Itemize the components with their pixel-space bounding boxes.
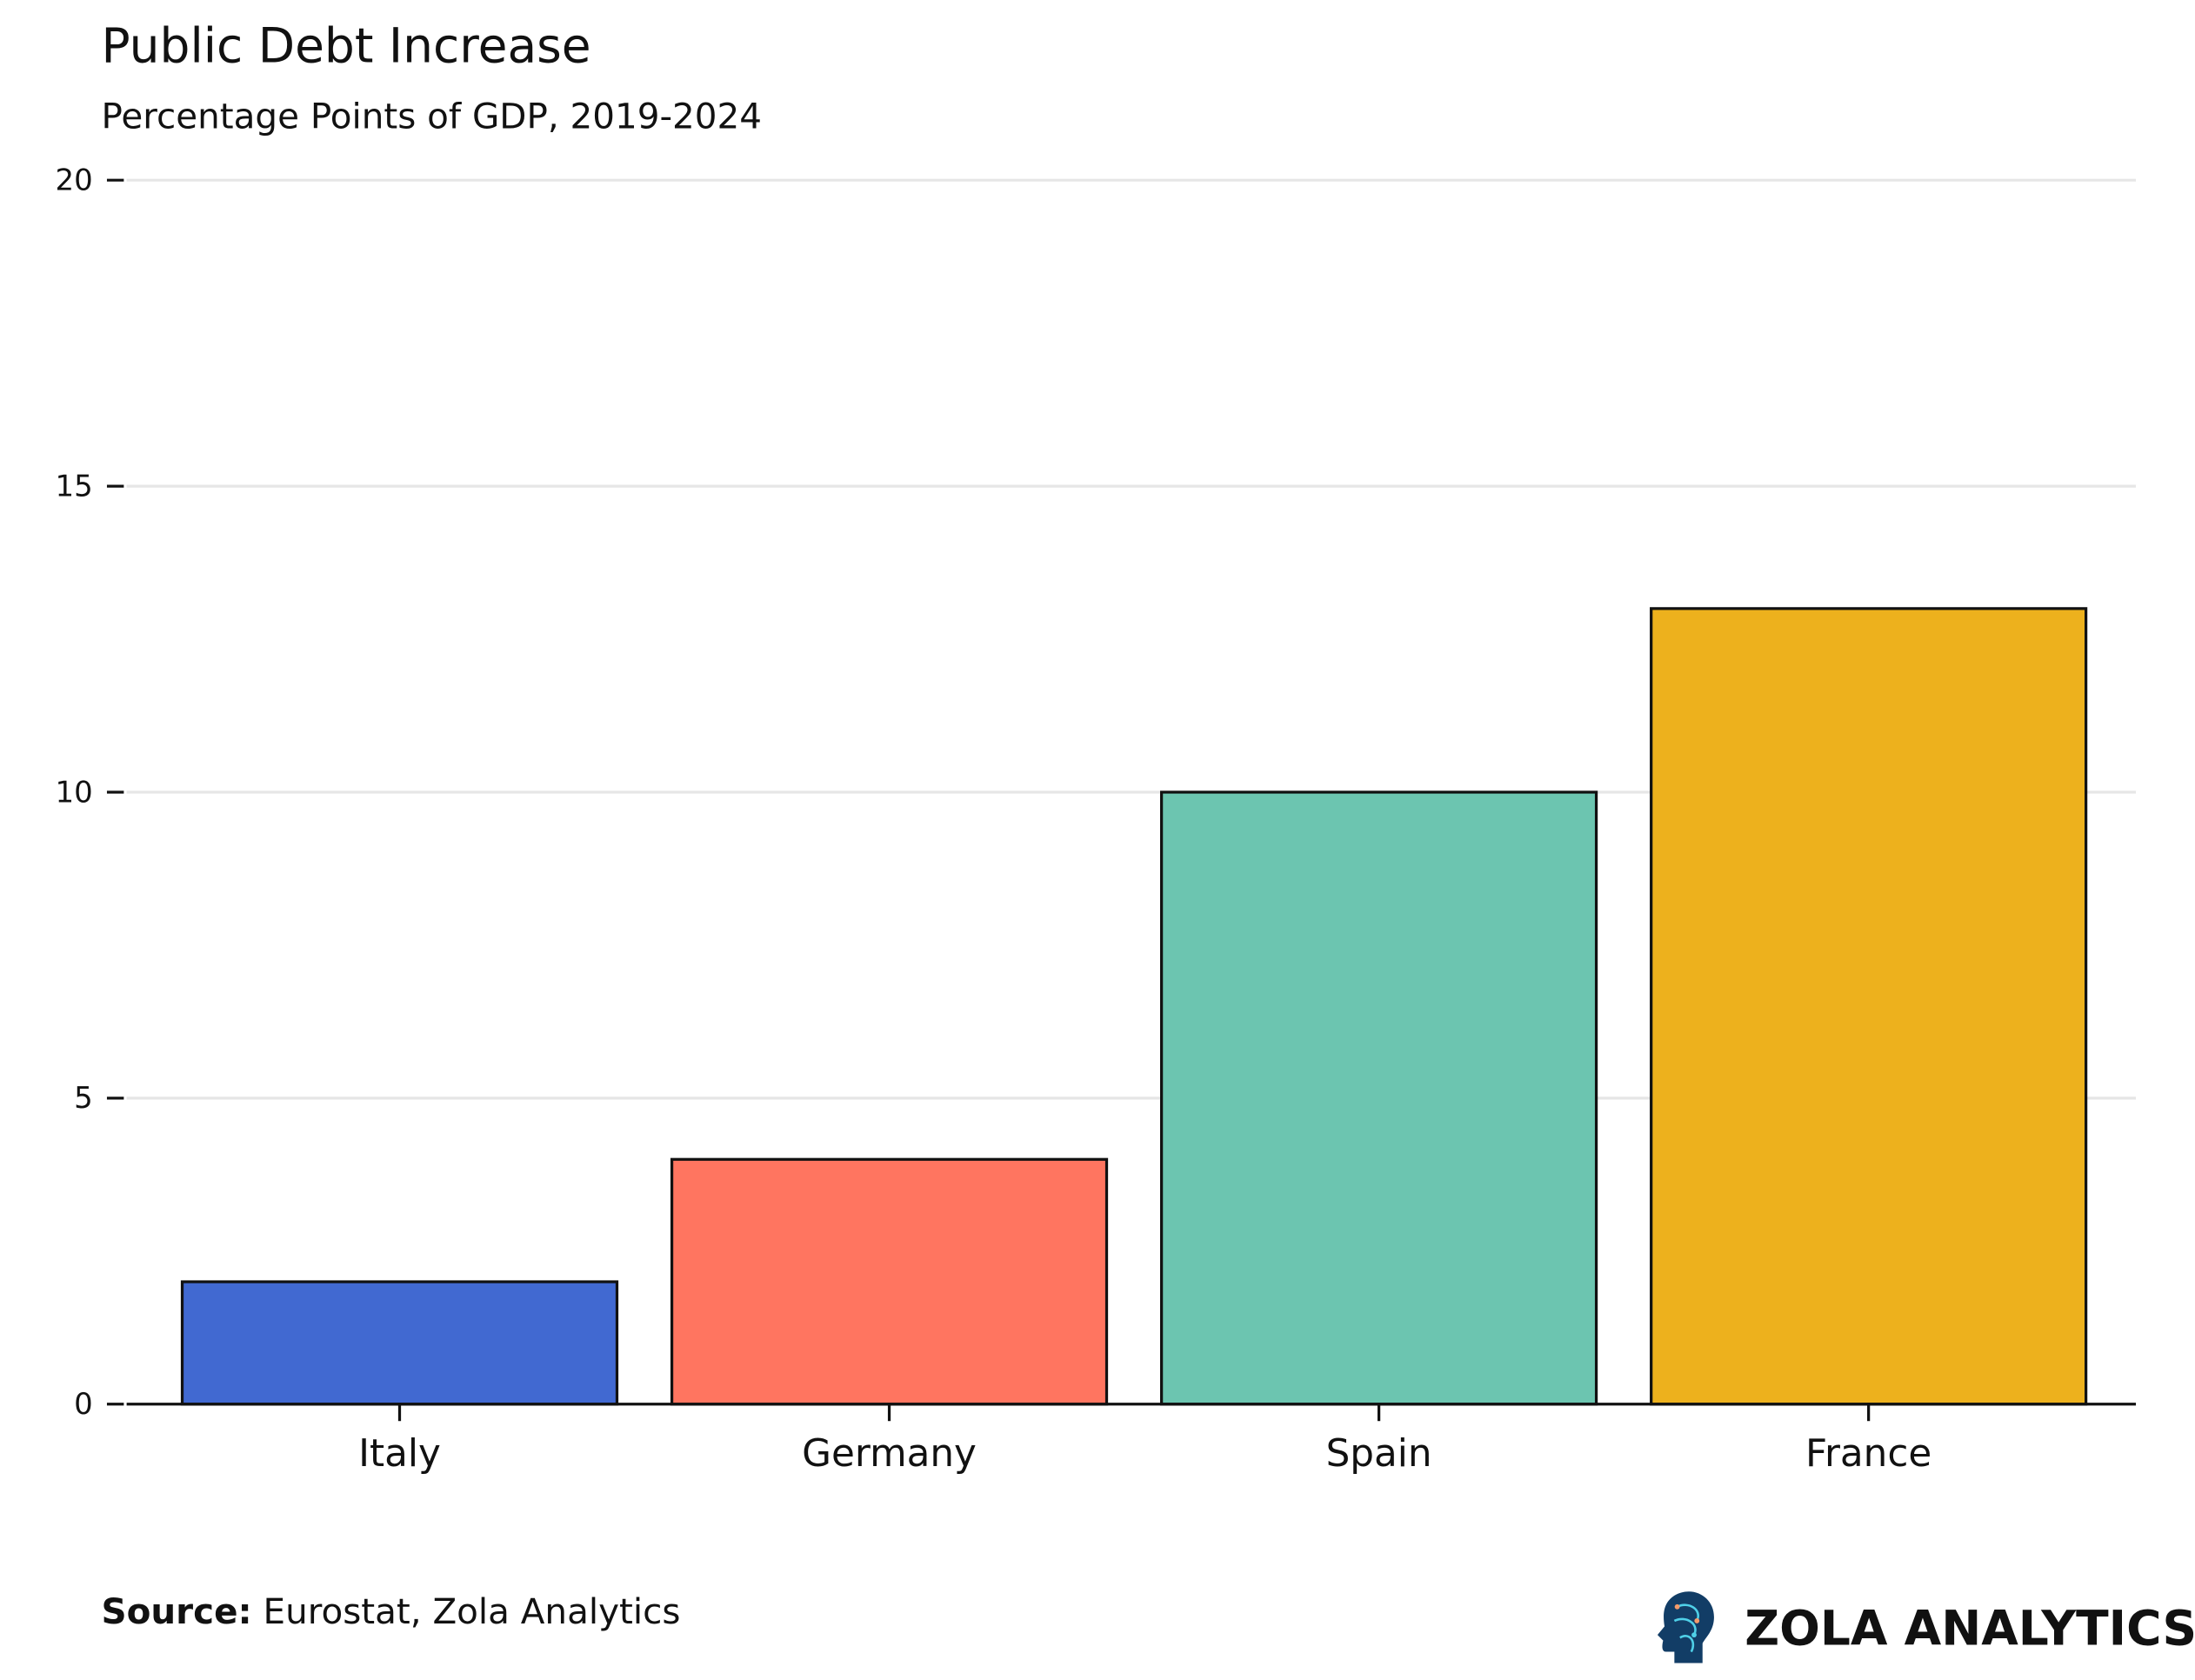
bar-spain [1159,790,1598,1406]
x-axis: Italy Germany Spain France [358,1403,1931,1476]
bar-italy [180,1280,619,1406]
x-tick-label: Spain [1326,1431,1432,1476]
brain-head-icon [1657,1591,1714,1663]
y-tick-label: 0 [74,1387,93,1422]
y-tick-label: 20 [56,163,93,198]
y-tick-label: 15 [56,469,93,503]
source-label: Source: [101,1590,251,1632]
source-text: Eurostat, Zola Analytics [252,1590,681,1632]
source-note: Source: Eurostat, Zola Analytics [101,1590,680,1632]
x-tick-label: Germany [802,1431,977,1476]
y-tick-label: 5 [74,1081,93,1116]
chart-title: Public Debt Increase [101,17,590,73]
bars [180,607,2088,1406]
bar-france [1650,607,2088,1406]
brand-name: ZOLA ANALYTICS [1745,1600,2195,1656]
x-tick-label: Italy [358,1431,441,1476]
chart-subtitle: Percentage Points of GDP, 2019-2024 [101,95,761,137]
y-tick-label: 10 [56,775,93,810]
x-tick-label: France [1805,1431,1931,1476]
y-axis: 0 5 10 15 20 [56,163,124,1422]
bar-germany [670,1157,1109,1406]
